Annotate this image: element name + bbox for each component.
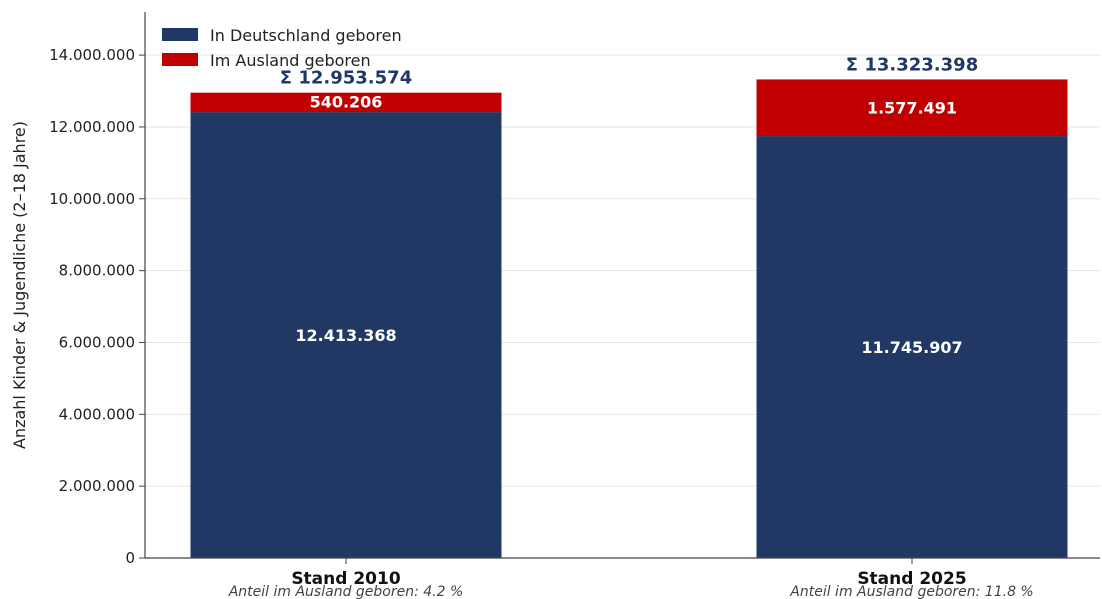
y-axis-label: Anzahl Kinder & Jugendliche (2–18 Jahre) (10, 121, 29, 449)
legend-label: Im Ausland geboren (210, 51, 371, 70)
y-tick-label: 10.000.000 (49, 190, 135, 208)
data-label: 540.206 (310, 93, 383, 112)
y-tick-label: 12.000.000 (49, 118, 135, 136)
y-tick-label: 0 (125, 549, 135, 567)
legend-swatch (162, 28, 198, 41)
total-label: Σ 13.323.398 (846, 54, 978, 75)
y-tick-label: 8.000.000 (59, 262, 135, 280)
x-category-label: Stand 2025 (857, 569, 966, 589)
bar-segment-ausland (756, 79, 1068, 137)
bar-segment-ausland (190, 92, 502, 113)
bar-segment-deutschland (756, 136, 1068, 559)
legend: In Deutschland geboren Im Ausland geboren (162, 26, 402, 70)
y-tick-label: 6.000.000 (59, 333, 135, 351)
y-ticks: 0 2.000.000 4.000.000 6.000.000 8.000.000 10.… (49, 46, 145, 567)
data-label: 11.745.907 (861, 338, 962, 357)
y-tick-label: 2.000.000 (59, 477, 135, 495)
total-label: Σ 12.953.574 (280, 68, 412, 89)
legend-label: In Deutschland geboren (210, 26, 402, 45)
legend-swatch (162, 53, 198, 66)
y-tick-label: 14.000.000 (49, 46, 135, 64)
y-tick-label: 4.000.000 (59, 405, 135, 423)
data-label: 12.413.368 (295, 326, 396, 345)
share-note: Anteil im Ausland geboren: 4.2 % (228, 584, 464, 599)
x-category-label: Stand 2010 (291, 569, 401, 589)
bars: 12.413.368 540.206 Σ 12.953.574 11.745.907 1… (190, 54, 1068, 559)
share-note: Anteil im Ausland geboren: 11.8 % (789, 584, 1033, 599)
data-label: 1.577.491 (867, 99, 957, 118)
bar-segment-deutschland (190, 112, 502, 558)
